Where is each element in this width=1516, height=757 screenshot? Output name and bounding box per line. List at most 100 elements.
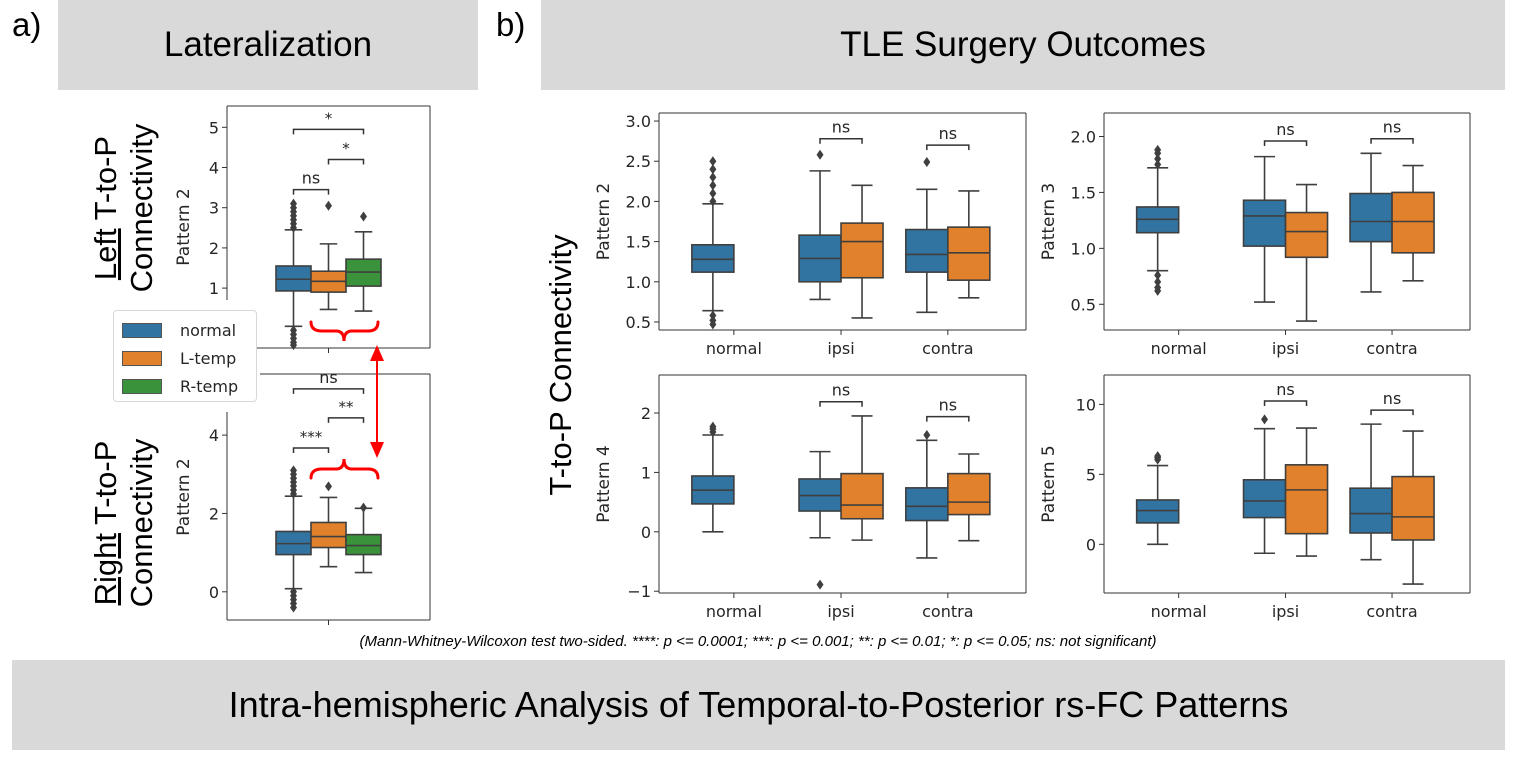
significance-label: ns — [832, 381, 850, 400]
y-tick-label: 2 — [209, 504, 219, 523]
panel-b-title: TLE Surgery Outcomes — [541, 0, 1505, 90]
significance-label: * — [325, 109, 333, 127]
x-tick-label: ipsi — [1272, 602, 1299, 621]
outlier-marker — [1154, 285, 1162, 296]
y-tick-label: −1 — [627, 582, 651, 601]
significance-label: ns — [319, 368, 337, 387]
significance-label: ns — [302, 169, 320, 188]
legend-label: L-temp — [180, 349, 237, 368]
significance-label: ns — [939, 396, 957, 415]
outlier-marker — [1261, 414, 1269, 425]
y-axis-label: Pattern 2 — [174, 458, 194, 535]
outlier-marker — [709, 319, 717, 330]
iqr-box — [691, 244, 735, 273]
outlier-marker — [325, 200, 332, 211]
legend-swatch — [122, 351, 162, 366]
iqr-box — [1349, 487, 1393, 534]
x-tick-label: contra — [922, 602, 973, 621]
red-brace-top — [309, 320, 380, 342]
iqr-box — [1242, 199, 1287, 247]
x-tick-label: ipsi — [827, 339, 854, 358]
significance-label: ns — [1276, 380, 1294, 399]
significance-bracket — [292, 447, 330, 454]
legend: normal L-temp R-temp — [113, 310, 257, 402]
box-ipsi-0 — [1242, 155, 1287, 303]
outlier-marker — [816, 579, 824, 590]
box-ipsi-1 — [1284, 427, 1329, 557]
outlier-marker — [290, 602, 297, 613]
significance-bracket — [292, 128, 365, 135]
box-group-2 — [345, 211, 382, 312]
box-contra-1 — [947, 453, 991, 542]
box-group-0 — [275, 465, 312, 613]
red-brace-bottom — [309, 458, 380, 480]
box-contra-1 — [1391, 164, 1435, 282]
significance-label: ns — [1383, 118, 1401, 137]
y-tick-label: 1.0 — [626, 273, 651, 292]
legend-label: normal — [180, 321, 237, 340]
iqr-box — [840, 472, 884, 520]
legend-swatch — [122, 379, 162, 394]
box-group-0 — [275, 198, 312, 351]
outlier-marker — [923, 157, 931, 168]
footnote: (Mann-Whitney-Wilcoxon test two-sided. *… — [359, 633, 1157, 650]
red-arrowhead-up — [370, 345, 384, 361]
legend-label: R-temp — [180, 377, 239, 396]
box-contra-0 — [905, 429, 949, 559]
box-ipsi-1 — [840, 184, 884, 319]
legend-swatch — [122, 323, 162, 338]
iqr-box — [1135, 499, 1180, 524]
y-axis-label: Pattern 3 — [1039, 183, 1059, 260]
panel-a-letter: a) — [12, 6, 42, 43]
outlier-marker — [1154, 144, 1162, 155]
chart-b_p2: 0.5 1.0 1.5 2.0 2.5 3.0 Pattern 2 normal ipsi con… — [594, 112, 1027, 358]
iqr-box — [275, 265, 312, 292]
y-tick-label: 1 — [641, 463, 651, 482]
iqr-box — [1391, 475, 1435, 541]
bottom-title: Intra-hemispheric Analysis of Temporal-t… — [12, 660, 1505, 750]
box-contra-0 — [905, 157, 949, 314]
red-arrowhead-down — [370, 442, 384, 458]
chart-a_top: 1 2 3 4 5 Pattern 2 ns * * — [174, 105, 431, 353]
y-tick-label: 0.5 — [626, 313, 651, 332]
box-contra-0 — [1349, 423, 1393, 561]
significance-bracket — [819, 137, 863, 144]
outlier-marker — [923, 429, 931, 440]
box-contra-1 — [1391, 430, 1435, 585]
x-tick-label: normal — [1151, 602, 1207, 621]
significance-bracket — [327, 158, 365, 165]
outlier-marker — [1154, 276, 1162, 287]
significance-label: ns — [1383, 389, 1401, 408]
y-tick-label: 2.0 — [1071, 127, 1096, 146]
outlier-marker — [1154, 159, 1162, 170]
iqr-box — [1349, 192, 1393, 243]
y-tick-label: 1.0 — [1071, 239, 1096, 258]
iqr-box — [947, 226, 991, 281]
iqr-box — [947, 472, 991, 516]
significance-label: ns — [939, 124, 957, 143]
significance-bracket — [926, 415, 970, 422]
x-tick-label: contra — [1366, 602, 1417, 621]
y-tick-label: 1 — [209, 279, 219, 298]
outlier-marker — [1154, 153, 1162, 164]
box-normal-0 — [1135, 451, 1180, 546]
legend-item-normal: normal — [122, 321, 236, 340]
y-tick-label: 0.5 — [1071, 295, 1096, 314]
y-tick-label: 2.0 — [626, 192, 651, 211]
y-tick-label: 4 — [209, 159, 219, 178]
significance-label: ns — [1276, 120, 1294, 139]
box-normal-0 — [1135, 144, 1180, 296]
significance-bracket — [926, 144, 970, 151]
y-tick-label: 1.5 — [626, 233, 651, 252]
y-tick-label: 4 — [209, 426, 219, 445]
box-normal-0 — [691, 156, 735, 330]
outlier-marker — [709, 421, 717, 432]
panel-a-title: Lateralization — [58, 0, 478, 90]
y-tick-label: 0 — [209, 583, 219, 602]
outlier-marker — [290, 340, 297, 351]
iqr-box — [1242, 479, 1287, 519]
outlier-marker — [709, 196, 717, 207]
outlier-marker — [709, 172, 717, 183]
